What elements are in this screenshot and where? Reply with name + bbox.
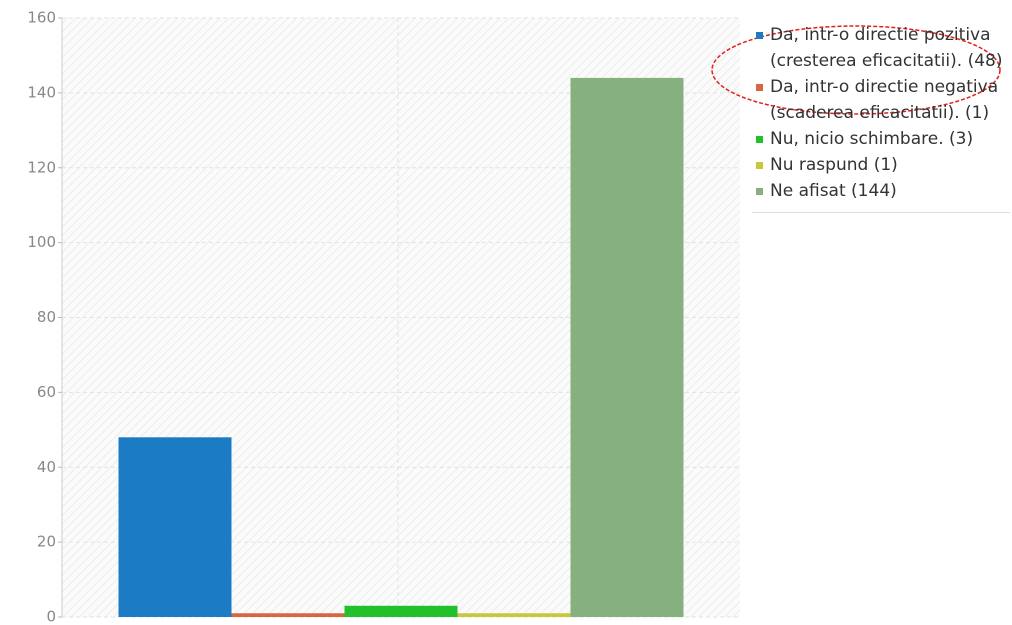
highlight-circle <box>711 25 1001 115</box>
bars <box>118 77 684 617</box>
legend-swatch <box>756 162 763 169</box>
legend-item: Ne afisat (144) <box>752 178 1010 204</box>
y-tick-label: 140 <box>27 83 56 101</box>
y-tick-label: 160 <box>27 9 56 27</box>
legend-label: Ne afisat (144) <box>770 181 897 201</box>
y-tick-label: 20 <box>37 533 56 551</box>
bar <box>570 77 684 617</box>
bar <box>118 437 232 617</box>
legend-swatch <box>756 136 763 143</box>
legend-label: Nu raspund (1) <box>770 155 898 175</box>
bar <box>344 605 458 617</box>
y-tick-label: 60 <box>37 383 56 401</box>
legend-item: Da, intr-o directie negativa (scaderea e… <box>752 74 1010 126</box>
legend-item: Nu raspund (1) <box>752 152 1010 178</box>
legend-item: Da, intr-o directie pozitiva (cresterea … <box>752 22 1010 74</box>
legend: Da, intr-o directie pozitiva (cresterea … <box>752 22 1010 213</box>
y-tick-label: 80 <box>37 308 56 326</box>
y-tick-label: 40 <box>37 458 56 476</box>
legend-swatch <box>756 84 763 91</box>
y-tick-label: 100 <box>27 233 56 251</box>
bar <box>457 613 571 617</box>
legend-swatch <box>756 188 763 195</box>
legend-swatch <box>756 32 763 39</box>
y-tick-label: 0 <box>46 608 56 625</box>
bar <box>231 613 345 617</box>
legend-label: Nu, nicio schimbare. (3) <box>770 129 974 149</box>
y-tick-label: 120 <box>27 158 56 176</box>
legend-item: Nu, nicio schimbare. (3) <box>752 126 1010 152</box>
legend-label: Da, intr-o directie negativa (scaderea e… <box>770 77 999 123</box>
legend-label: Da, intr-o directie pozitiva (cresterea … <box>770 25 1003 71</box>
